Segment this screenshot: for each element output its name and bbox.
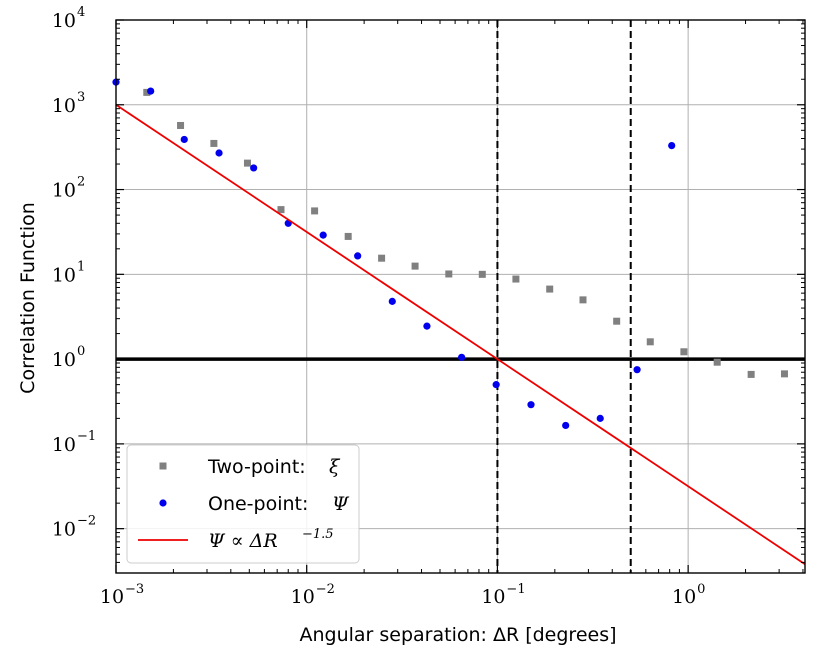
y-tick-label: 10 [52, 95, 76, 117]
x-tick-label: 10 [100, 586, 124, 608]
one-point-marker [527, 401, 535, 409]
y-tick-exponent: −1 [77, 429, 96, 444]
y-axis-label: Correlation Function [17, 202, 39, 394]
one-point-marker [388, 297, 396, 305]
two-point-marker [210, 139, 218, 147]
x-tick-exponent: −1 [506, 582, 525, 597]
legend-square-swatch [159, 462, 167, 470]
one-point-marker [250, 164, 258, 172]
y-tick-exponent: 1 [77, 259, 85, 274]
legend-label-fit-exponent: −1.5 [302, 527, 334, 542]
x-tick-exponent: −3 [125, 582, 144, 597]
one-point-marker [633, 366, 641, 374]
legend-label: Two-point: [207, 456, 306, 478]
legend-label: One-point: [208, 493, 308, 515]
legend-label-fit: Ψ ∝ ΔR [208, 530, 278, 552]
legend-box [126, 444, 360, 564]
one-point-marker [180, 135, 188, 144]
y-tick-exponent: 3 [77, 90, 85, 105]
two-point-marker [713, 358, 721, 366]
y-tick-label: 10 [52, 264, 76, 286]
two-point-marker [613, 317, 621, 325]
two-point-marker [177, 121, 185, 129]
two-point-marker [445, 270, 453, 278]
one-point-marker [215, 149, 223, 157]
two-point-marker [512, 275, 520, 283]
two-point-marker [143, 88, 151, 96]
x-axis-label: Angular separation: ΔR [degrees] [299, 624, 616, 646]
x-tick-exponent: −2 [316, 582, 335, 597]
one-point-marker [492, 381, 500, 389]
x-tick-exponent: 0 [697, 582, 705, 597]
two-point-marker [747, 370, 755, 378]
one-point-marker [596, 414, 604, 422]
one-point-marker [354, 252, 362, 260]
y-tick-exponent: −2 [77, 514, 96, 529]
two-point-marker [378, 254, 386, 262]
y-tick-label: 10 [52, 180, 76, 202]
y-tick-exponent: 0 [77, 344, 85, 359]
x-tick-label: 10 [672, 586, 696, 608]
y-tick-exponent: 2 [77, 175, 85, 190]
two-point-marker [478, 270, 486, 278]
two-point-marker [411, 262, 419, 270]
two-point-marker [780, 370, 788, 378]
power-law-fit-line [115, 104, 806, 565]
one-point-marker [147, 87, 155, 95]
one-point-marker [562, 421, 570, 430]
y-tick-label: 10 [52, 434, 76, 456]
two-point-marker [311, 207, 319, 215]
x-tick-label: 10 [291, 586, 315, 608]
y-tick-label: 10 [52, 519, 76, 541]
one-point-marker [668, 141, 676, 150]
legend-circle-swatch [159, 499, 167, 507]
y-tick-label: 10 [52, 349, 76, 371]
two-point-marker [680, 348, 688, 356]
y-tick-label: 10 [52, 10, 76, 32]
legend-label-symbol: ξ [329, 456, 341, 478]
two-point-marker [646, 338, 654, 346]
two-point-marker [344, 232, 352, 240]
legend: Two-point: ξ One-point: Ψ Ψ ∝ ΔR −1.5 [126, 444, 360, 564]
two-point-marker [243, 159, 251, 167]
plot-frame [115, 19, 806, 574]
series [112, 78, 806, 565]
one-point-marker [319, 231, 327, 239]
two-point-marker [546, 285, 554, 293]
legend-label-symbol: Ψ [332, 493, 350, 515]
axes: 10 −3 10 −2 10 −1 10 010 −210 −110 010 110 210 310 4 [52, 5, 806, 608]
two-point-marker [579, 296, 587, 304]
one-point-marker [423, 322, 431, 330]
x-tick-label: 10 [481, 586, 505, 608]
y-tick-exponent: 4 [77, 5, 85, 20]
one-point-marker [458, 353, 466, 361]
two-point-marker [277, 206, 285, 214]
